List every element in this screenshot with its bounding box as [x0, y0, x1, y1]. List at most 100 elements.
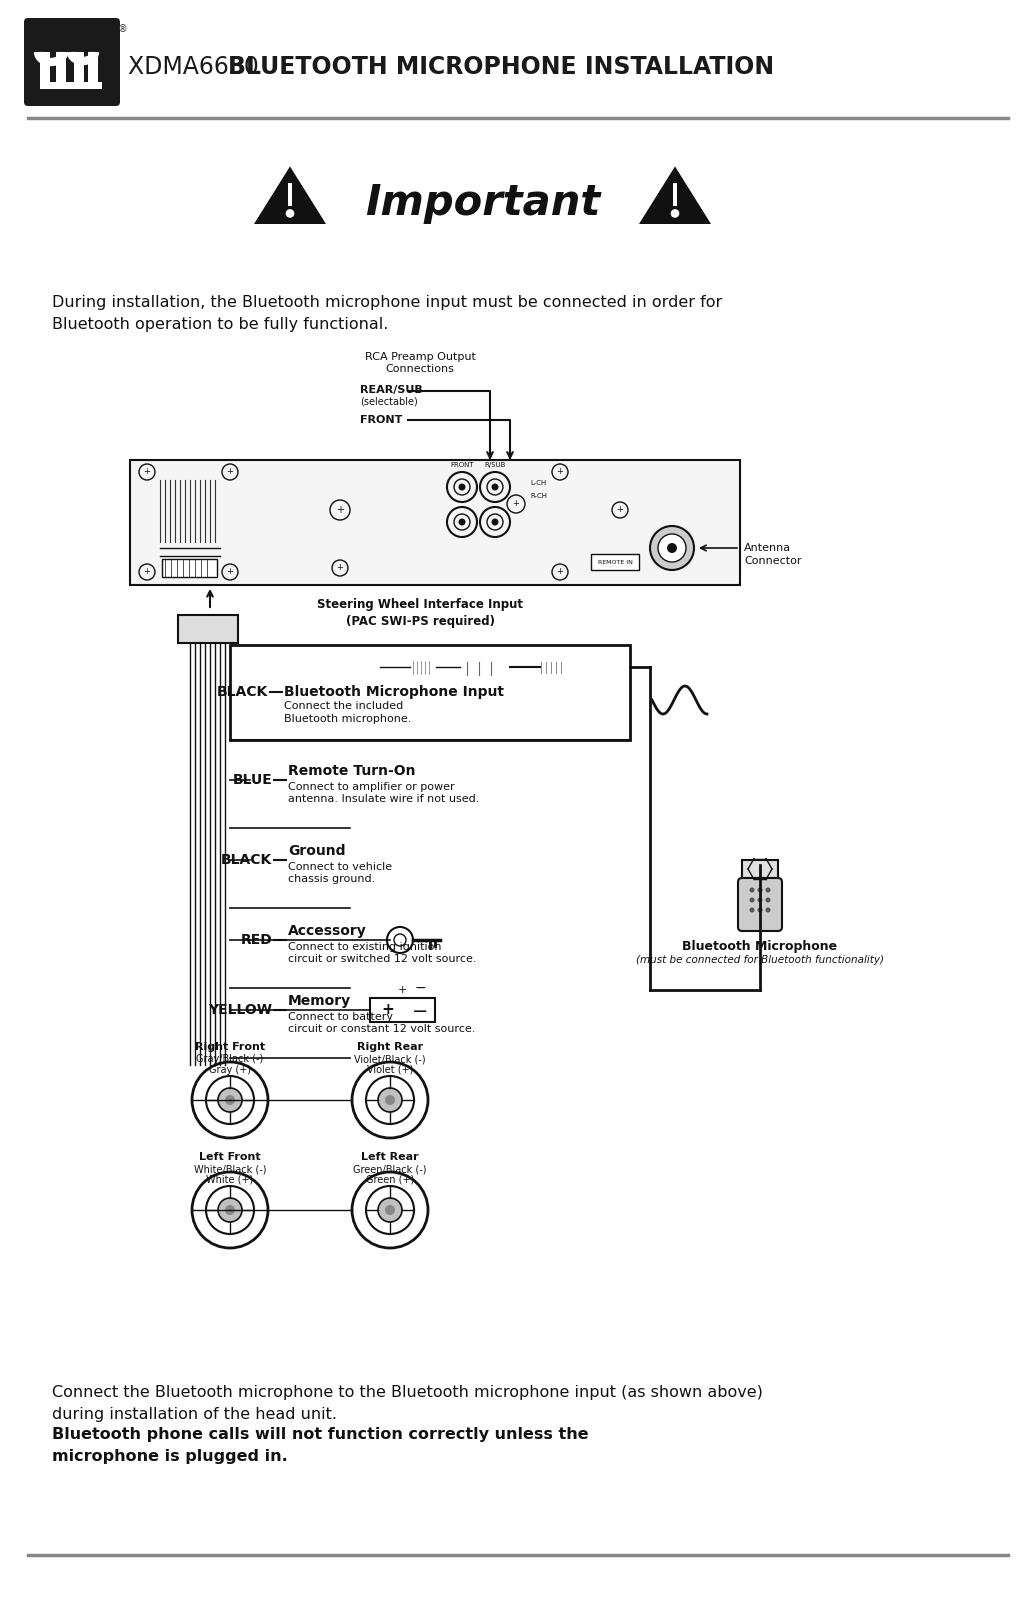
Bar [56, 51, 66, 88]
Circle shape [766, 898, 771, 902]
Circle shape [658, 534, 686, 562]
Text: Violet/Black (-): Violet/Black (-) [354, 1054, 426, 1064]
Circle shape [378, 1198, 402, 1222]
Circle shape [650, 526, 694, 570]
Text: Connect to amplifier or power
antenna. Insulate wire if not used.: Connect to amplifier or power antenna. I… [288, 782, 480, 805]
Text: Connect the included
Bluetooth microphone.: Connect the included Bluetooth microphon… [284, 701, 411, 723]
Bar [74, 51, 84, 88]
Text: +: + [227, 467, 233, 477]
Text: +: + [381, 1003, 395, 1018]
Text: +: + [144, 467, 150, 477]
Text: Connect the Bluetooth microphone to the Bluetooth microphone input (as shown abo: Connect the Bluetooth microphone to the … [52, 1386, 762, 1421]
Text: +: + [227, 568, 233, 576]
Text: R-CH: R-CH [530, 493, 547, 499]
Text: +: + [144, 568, 150, 576]
Circle shape [757, 888, 762, 893]
Text: Accessory: Accessory [288, 925, 367, 938]
FancyBboxPatch shape [230, 645, 630, 739]
Text: Green/Black (-): Green/Black (-) [353, 1165, 427, 1174]
Text: Right Front: Right Front [195, 1042, 265, 1053]
Circle shape [491, 518, 498, 525]
Text: BLUE: BLUE [232, 773, 272, 787]
Text: Gray (+): Gray (+) [209, 1066, 251, 1075]
Text: Connect to vehicle
chassis ground.: Connect to vehicle chassis ground. [288, 862, 392, 885]
Circle shape [491, 483, 498, 491]
Text: FRONT: FRONT [451, 462, 473, 467]
Text: XDMA6630: XDMA6630 [128, 54, 266, 78]
Bar [288, 184, 292, 206]
Text: Connect to existing ignition
circuit or switched 12 volt source.: Connect to existing ignition circuit or … [288, 942, 477, 965]
Text: ®: ® [118, 24, 127, 34]
Text: L-CH: L-CH [530, 480, 546, 486]
Circle shape [459, 483, 465, 491]
Text: Gray/Black (-): Gray/Black (-) [197, 1054, 263, 1064]
Text: Antenna
Connector: Antenna Connector [744, 542, 802, 566]
Text: +: + [556, 568, 564, 576]
Text: Bluetooth phone calls will not function correctly unless the
microphone is plugg: Bluetooth phone calls will not function … [52, 1427, 588, 1464]
Bar [40, 51, 50, 88]
FancyBboxPatch shape [738, 878, 782, 931]
Text: Important: Important [366, 182, 601, 224]
FancyBboxPatch shape [370, 998, 435, 1022]
Text: Left Front: Left Front [199, 1152, 261, 1162]
FancyBboxPatch shape [130, 461, 740, 586]
Text: −: − [414, 981, 426, 995]
FancyBboxPatch shape [410, 659, 436, 675]
FancyBboxPatch shape [742, 861, 778, 878]
Text: YELLOW: YELLOW [208, 1003, 272, 1018]
Circle shape [378, 1088, 402, 1112]
FancyBboxPatch shape [540, 661, 570, 674]
Bar [88, 51, 98, 88]
Circle shape [286, 210, 294, 218]
FancyBboxPatch shape [591, 554, 639, 570]
Polygon shape [254, 166, 326, 224]
Polygon shape [639, 166, 711, 224]
Text: RED: RED [240, 933, 272, 947]
Text: REAR/SUB: REAR/SUB [359, 386, 423, 395]
Text: +: + [337, 563, 344, 573]
Text: Violet (+): Violet (+) [367, 1066, 413, 1075]
Circle shape [670, 210, 680, 218]
Text: BLACK: BLACK [217, 685, 268, 699]
Circle shape [766, 888, 771, 893]
Circle shape [757, 907, 762, 912]
Text: +: + [616, 506, 624, 515]
Circle shape [667, 542, 677, 554]
Text: Steering Wheel Interface Input
(PAC SWI-PS required): Steering Wheel Interface Input (PAC SWI-… [317, 598, 523, 627]
Circle shape [218, 1088, 242, 1112]
Circle shape [749, 898, 754, 902]
Circle shape [459, 518, 465, 525]
Text: FRONT: FRONT [359, 414, 402, 426]
Text: Memory: Memory [288, 994, 351, 1008]
Text: Green (+): Green (+) [366, 1174, 414, 1186]
Text: RCA Preamp Output
Connections: RCA Preamp Output Connections [365, 352, 476, 374]
Bar [672, 184, 678, 206]
Text: (must be connected for Bluetooth functionality): (must be connected for Bluetooth functio… [636, 955, 884, 965]
Text: (selectable): (selectable) [359, 397, 418, 406]
Text: Remote Turn-On: Remote Turn-On [288, 765, 415, 778]
Text: R/SUB: R/SUB [484, 462, 506, 467]
Text: Right Rear: Right Rear [357, 1042, 423, 1053]
Text: White (+): White (+) [206, 1174, 254, 1186]
Circle shape [766, 907, 771, 912]
Circle shape [749, 888, 754, 893]
Circle shape [385, 1205, 395, 1214]
Text: Bluetooth Microphone: Bluetooth Microphone [683, 939, 837, 954]
Text: +: + [513, 499, 519, 509]
Circle shape [749, 907, 754, 912]
Circle shape [218, 1198, 242, 1222]
Circle shape [385, 1094, 395, 1106]
Text: Ground: Ground [288, 845, 345, 858]
Text: REMOTE IN: REMOTE IN [598, 560, 632, 565]
FancyBboxPatch shape [162, 558, 217, 578]
FancyBboxPatch shape [458, 658, 512, 677]
Circle shape [757, 898, 762, 902]
FancyBboxPatch shape [178, 614, 238, 643]
Circle shape [225, 1205, 235, 1214]
Text: BLUETOOTH MICROPHONE INSTALLATION: BLUETOOTH MICROPHONE INSTALLATION [228, 54, 774, 78]
Text: BLACK: BLACK [221, 853, 272, 867]
Text: +: + [398, 986, 407, 995]
FancyBboxPatch shape [24, 18, 120, 106]
Text: +: + [336, 506, 344, 515]
Text: Connect to battery
circuit or constant 12 volt source.: Connect to battery circuit or constant 1… [288, 1013, 476, 1034]
